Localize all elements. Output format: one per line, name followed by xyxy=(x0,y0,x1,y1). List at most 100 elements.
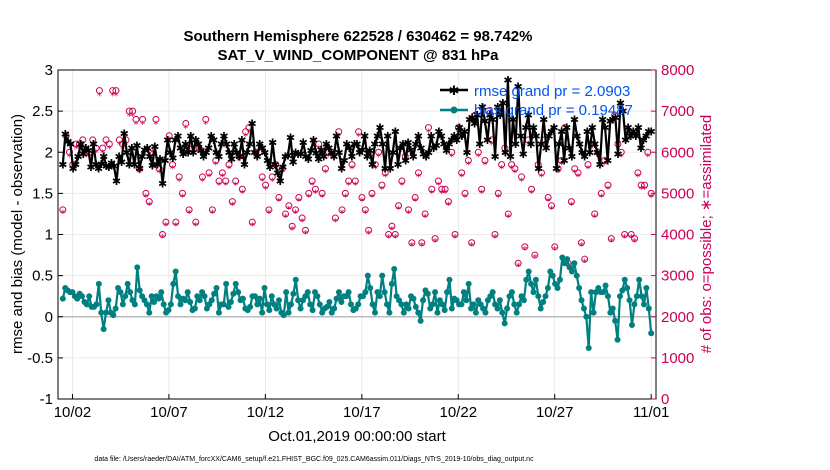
obs-possible-marker xyxy=(461,189,469,197)
obs-assimilated-marker: * xyxy=(625,136,630,147)
obs-possible-marker xyxy=(308,177,316,185)
rmse-point: ✱ xyxy=(138,150,147,163)
obs-assimilated-marker: * xyxy=(419,241,424,252)
rmse-point: ✱ xyxy=(263,154,272,167)
obs-possible-marker xyxy=(504,210,512,218)
obs-possible-marker xyxy=(418,239,426,247)
chart-subtitle: SAT_V_WIND_COMPONENT @ 831 hPa xyxy=(217,47,499,64)
rmse-point: ✱ xyxy=(342,138,351,151)
bias-point xyxy=(146,309,153,316)
obs-possible-marker xyxy=(478,185,486,193)
bias-point xyxy=(441,307,448,314)
bias-point xyxy=(513,309,520,316)
rmse-point: ✱ xyxy=(58,159,67,172)
rmse-point: ✱ xyxy=(329,150,338,163)
obs-possible-marker xyxy=(468,239,476,247)
legend-bias-label: bias grand pr = 0.19487 xyxy=(474,102,633,119)
obs-assimilated-marker: * xyxy=(373,164,378,175)
obs-assimilated-marker: * xyxy=(526,140,531,151)
x-axis-label: Oct.01,2019 00:00:00 start xyxy=(268,428,446,445)
rmse-point: ✱ xyxy=(498,97,507,110)
obs-assimilated-marker: * xyxy=(117,140,122,151)
rmse-point: ✱ xyxy=(311,147,320,160)
rmse-point: ✱ xyxy=(393,159,402,172)
rmse-point: ✱ xyxy=(624,122,633,135)
obs-assimilated-marker: * xyxy=(183,124,188,135)
rmse-point: ✱ xyxy=(386,163,395,176)
rmse-point: ✱ xyxy=(521,122,530,135)
obs-assimilated-marker: * xyxy=(336,132,341,143)
bias-point xyxy=(247,303,254,310)
right-tick-label: 7000 xyxy=(661,103,694,120)
bias-point xyxy=(165,307,172,314)
rmse-point: ✱ xyxy=(120,127,129,140)
bias-point xyxy=(372,309,379,316)
rmse-point: ✱ xyxy=(232,146,241,159)
bias-point xyxy=(347,301,354,308)
bias-point xyxy=(345,289,352,296)
obs-assimilated-marker: * xyxy=(147,201,152,212)
obs-possible-marker xyxy=(581,255,589,263)
obs-possible-marker xyxy=(172,218,180,226)
rmse-point: ✱ xyxy=(214,150,223,163)
bias-point xyxy=(511,301,518,308)
rmse-point: ✱ xyxy=(199,150,208,163)
obs-possible-marker xyxy=(358,193,366,201)
obs-possible-marker xyxy=(438,185,446,193)
obs-possible-marker xyxy=(222,177,230,185)
rmse-point: ✱ xyxy=(222,138,231,151)
right-tick-label: 2000 xyxy=(661,309,694,326)
rmse-point: ✱ xyxy=(647,126,656,139)
obs-possible-marker xyxy=(597,189,605,197)
bias-point xyxy=(160,301,167,308)
obs-assimilated-marker: * xyxy=(579,241,584,252)
rmse-point: ✱ xyxy=(462,146,471,159)
rmse-point: ✱ xyxy=(235,150,244,163)
rmse-point: ✱ xyxy=(365,145,374,158)
obs-assimilated-marker: * xyxy=(359,197,364,208)
rmse-point: ✱ xyxy=(416,142,425,155)
obs-assimilated-marker: * xyxy=(340,209,345,220)
rmse-point: ✱ xyxy=(258,142,267,155)
left-axis-ticks: -1 -0.5 0 0.5 1 1.5 2 2.5 3 xyxy=(27,62,63,408)
rmse-point: ✱ xyxy=(299,136,308,149)
rmse-point: ✱ xyxy=(114,150,123,163)
obs-assimilated-marker: * xyxy=(303,229,308,240)
rmse-point: ✱ xyxy=(245,138,254,151)
rmse-point: ✱ xyxy=(618,105,627,118)
rmse-point: ✱ xyxy=(641,130,650,143)
bias-point xyxy=(501,320,508,327)
obs-assimilated-marker: * xyxy=(522,245,527,256)
rmse-point: ✱ xyxy=(283,150,292,163)
obs-assimilated-marker: * xyxy=(453,233,458,244)
obs-possible-marker xyxy=(644,148,652,156)
obs-possible-marker xyxy=(405,206,413,214)
obs-possible-marker xyxy=(132,115,140,123)
rmse-point: ✱ xyxy=(634,122,643,135)
bias-point xyxy=(530,289,537,296)
obs-assimilated-marker: * xyxy=(343,192,348,203)
obs-assimilated-marker: * xyxy=(642,184,647,195)
obs-possible-marker xyxy=(521,243,529,251)
obs-possible-marker xyxy=(315,140,323,148)
rmse-point: ✱ xyxy=(186,130,195,143)
rmse-point: ✱ xyxy=(102,160,111,173)
rmse-point: ✱ xyxy=(370,138,379,151)
rmse-point: ✱ xyxy=(424,146,433,159)
obs-assimilated-marker: * xyxy=(197,148,202,159)
obs-possible-marker xyxy=(292,206,300,214)
x-tick-label: 11/01 xyxy=(633,404,669,421)
obs-assimilated-marker: * xyxy=(635,172,640,183)
obs-assimilated-marker: * xyxy=(499,164,504,175)
rmse-point: ✱ xyxy=(455,122,464,135)
rmse-point: ✱ xyxy=(626,130,635,143)
rmse-point: ✱ xyxy=(161,154,170,167)
bias-point xyxy=(254,301,261,308)
obs-possible-marker xyxy=(528,185,536,193)
rmse-point: ✱ xyxy=(178,148,187,161)
rmse-point: ✱ xyxy=(217,138,226,151)
rmse-point: ✱ xyxy=(242,146,251,159)
rmse-point: ✱ xyxy=(132,140,141,153)
bias-point xyxy=(230,290,237,297)
